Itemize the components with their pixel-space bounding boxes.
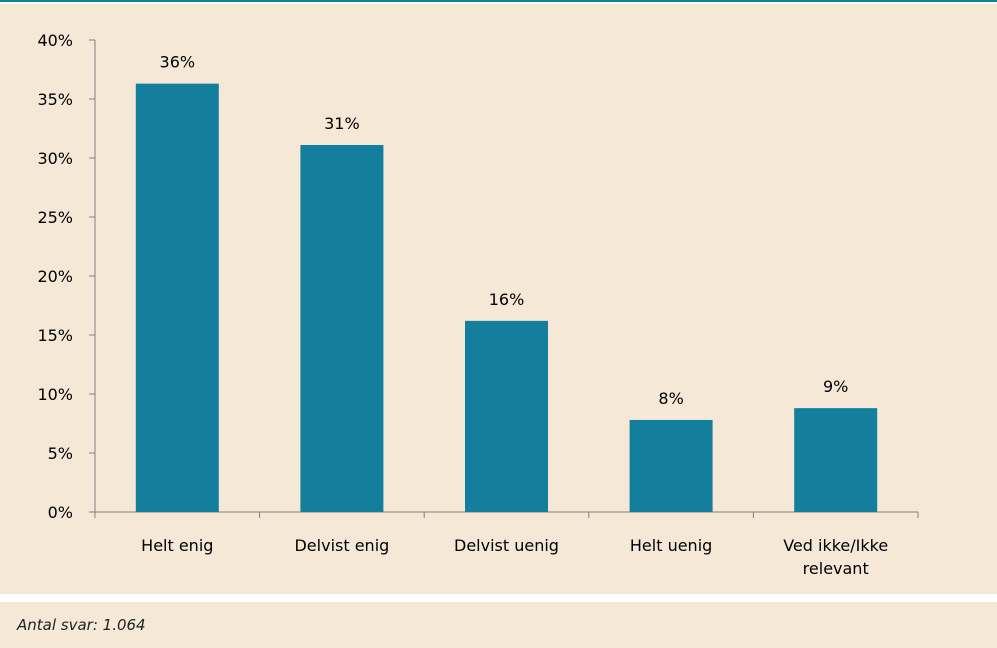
- y-tick-label: 25%: [37, 208, 73, 227]
- footer-panel: Antal svar: 1.064: [0, 602, 997, 648]
- x-category-label: Ved ikke/Ikke: [783, 536, 888, 555]
- y-tick-label: 30%: [37, 149, 73, 168]
- bar: [465, 320, 548, 512]
- y-tick-label: 0%: [48, 503, 73, 522]
- bar: [794, 408, 878, 512]
- x-category-label: Helt uenig: [630, 536, 712, 555]
- bar: [300, 145, 384, 512]
- x-category-label: Delvist uenig: [454, 536, 559, 555]
- bar: [135, 83, 219, 512]
- x-category-label: Delvist enig: [294, 536, 389, 555]
- y-tick-label: 10%: [37, 385, 73, 404]
- x-category-label: Helt enig: [141, 536, 213, 555]
- bars: [135, 83, 878, 512]
- x-category-label: relevant: [803, 559, 869, 578]
- chart-panel: 0% 5% 10% 15% 20% 25% 30% 35% 40% Helt enig Delvi…: [0, 4, 997, 594]
- bar: [629, 419, 713, 512]
- bar-data-label: 9%: [823, 377, 848, 396]
- bar-data-label: 16%: [489, 290, 525, 309]
- x-axis: Helt enig Delvist enig Delvist uenig Helt u…: [94, 511, 919, 578]
- bar-data-label: 31%: [324, 114, 360, 133]
- bar-data-label: 36%: [160, 53, 196, 72]
- top-accent-rule: [0, 0, 997, 2]
- response-count-note: Antal svar: 1.064: [17, 616, 146, 634]
- bar-data-label: 8%: [658, 389, 683, 408]
- y-tick-label: 20%: [37, 267, 73, 286]
- y-tick-label: 15%: [37, 326, 73, 345]
- y-tick-label: 40%: [37, 31, 73, 50]
- y-tick-label: 35%: [37, 90, 73, 109]
- data-labels: 36% 31% 16% 8% 9%: [160, 53, 849, 408]
- y-axis: 0% 5% 10% 15% 20% 25% 30% 35% 40%: [37, 31, 96, 522]
- bar-chart: 0% 5% 10% 15% 20% 25% 30% 35% 40% Helt enig Delvi…: [37, 31, 919, 578]
- y-tick-label: 5%: [48, 444, 73, 463]
